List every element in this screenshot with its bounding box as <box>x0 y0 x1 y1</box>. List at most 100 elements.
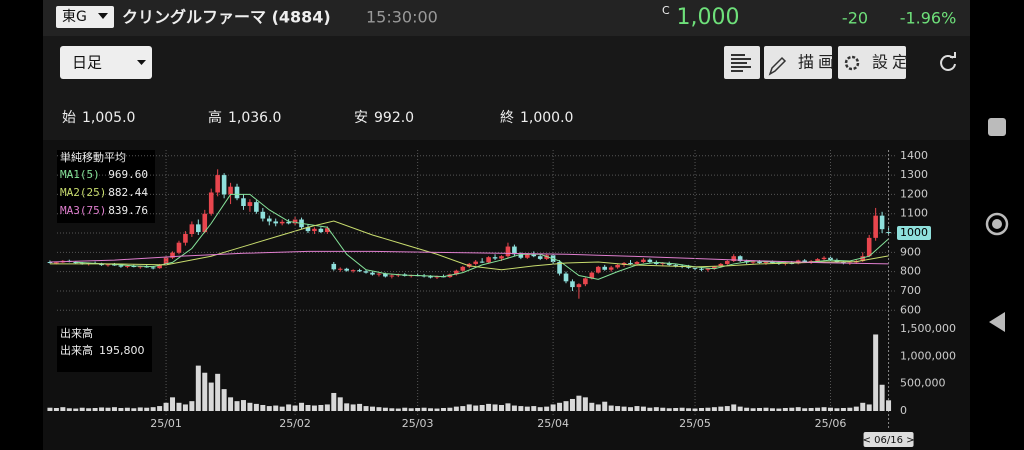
volume-bar <box>228 397 234 411</box>
period-select[interactable] <box>60 46 152 79</box>
y-tick-label: 700 <box>900 284 921 297</box>
nav-home[interactable] <box>985 212 1009 236</box>
volume-bar <box>499 404 505 411</box>
candle-body <box>112 264 117 266</box>
settings-button[interactable] <box>838 46 906 79</box>
volume-bar <box>737 406 743 411</box>
candle-body <box>54 262 59 264</box>
refresh-icon[interactable] <box>940 55 956 71</box>
legend-value: 882.44 <box>108 186 148 199</box>
candle-body <box>525 254 530 258</box>
volume-bar <box>118 407 124 411</box>
candle-body <box>118 265 124 267</box>
volume-bar <box>531 406 537 411</box>
summary-label: 安 <box>354 110 368 126</box>
candle-body <box>125 265 130 267</box>
volume-bar <box>750 408 756 411</box>
summary-value: 1,036.0 <box>228 110 281 126</box>
candle-body <box>834 260 840 262</box>
volume-bar <box>376 407 382 411</box>
draw-button[interactable] <box>764 46 832 79</box>
candle-body <box>454 270 459 275</box>
candle-body <box>692 267 698 269</box>
volume-bar <box>363 406 369 411</box>
volume-bar <box>73 408 79 411</box>
volume-bar <box>202 372 208 411</box>
volume-bar <box>576 395 582 411</box>
change-pct: -1.96% <box>900 9 957 28</box>
candle-body <box>157 264 162 269</box>
volume-bar <box>886 400 892 411</box>
candle-body <box>137 266 143 268</box>
candle-body <box>802 260 807 262</box>
volume-bar <box>776 408 782 411</box>
volume-bar <box>466 404 472 411</box>
volume-bar <box>847 407 853 411</box>
volume-bar <box>208 382 214 411</box>
candle-body <box>815 259 820 262</box>
y-tick-label: 600 <box>900 303 921 316</box>
candle-body <box>318 228 324 233</box>
price: 1,000 <box>677 5 740 30</box>
summary-value: 1,000.0 <box>520 110 573 126</box>
y-tick-label: 1,500,000 <box>900 322 956 335</box>
volume-bar <box>428 408 434 411</box>
legend-value: 969.60 <box>108 168 148 181</box>
volume-bar <box>550 404 556 411</box>
legend-value: 839.76 <box>108 204 148 217</box>
volume-bar <box>660 407 666 411</box>
candle-body <box>602 266 608 270</box>
volume-bar <box>260 404 266 411</box>
nav-home-dot <box>992 219 1002 229</box>
volume-bar <box>666 408 672 411</box>
volume-bar <box>698 407 704 411</box>
volume-bar <box>253 403 259 411</box>
price-mark: C <box>662 4 670 17</box>
candle-body <box>724 261 730 264</box>
candle-body <box>563 273 569 282</box>
nav-back[interactable] <box>989 312 1005 332</box>
summary-label: 高 <box>208 109 222 126</box>
cursor-label: < 06/16 > <box>863 435 915 446</box>
volume-bar <box>524 406 530 411</box>
candle-body <box>634 262 640 264</box>
volume-bar <box>718 406 724 411</box>
volume-bar <box>182 404 188 411</box>
volume-bar <box>789 407 795 411</box>
ma-legend <box>57 150 155 223</box>
volume-title: 出来高 <box>60 326 93 340</box>
settings-label: 設定 <box>872 53 912 72</box>
candle-body <box>686 266 691 268</box>
volume-bar <box>331 392 337 411</box>
market-select[interactable] <box>56 6 114 28</box>
candle-body <box>350 270 356 272</box>
cursor-box <box>863 432 914 447</box>
candle-body <box>589 272 595 279</box>
volume-bar <box>53 407 59 411</box>
y-tick-label: 1300 <box>900 168 928 181</box>
candle-body <box>215 175 220 193</box>
ma-line <box>49 220 889 271</box>
candle-body <box>460 266 466 271</box>
candle-body <box>647 259 653 262</box>
volume-bar <box>221 389 227 411</box>
volume-bar <box>305 404 311 411</box>
candle-body <box>518 254 524 258</box>
candle-body <box>183 234 188 243</box>
candle-body <box>660 262 666 264</box>
volume-bar <box>240 400 246 411</box>
nav-recent[interactable] <box>988 118 1006 136</box>
volume-bar <box>434 408 440 411</box>
volume-bar <box>47 407 53 411</box>
volume-bar <box>460 406 466 411</box>
y-tick-label: 500,000 <box>900 377 946 390</box>
candle-body <box>705 268 711 270</box>
candle-body <box>583 278 588 285</box>
volume-bar <box>408 408 414 411</box>
volume-bar <box>382 407 388 411</box>
volume-bar <box>234 401 240 411</box>
candle-body <box>608 267 614 270</box>
candle-body <box>241 198 246 206</box>
candle-body <box>228 186 233 195</box>
